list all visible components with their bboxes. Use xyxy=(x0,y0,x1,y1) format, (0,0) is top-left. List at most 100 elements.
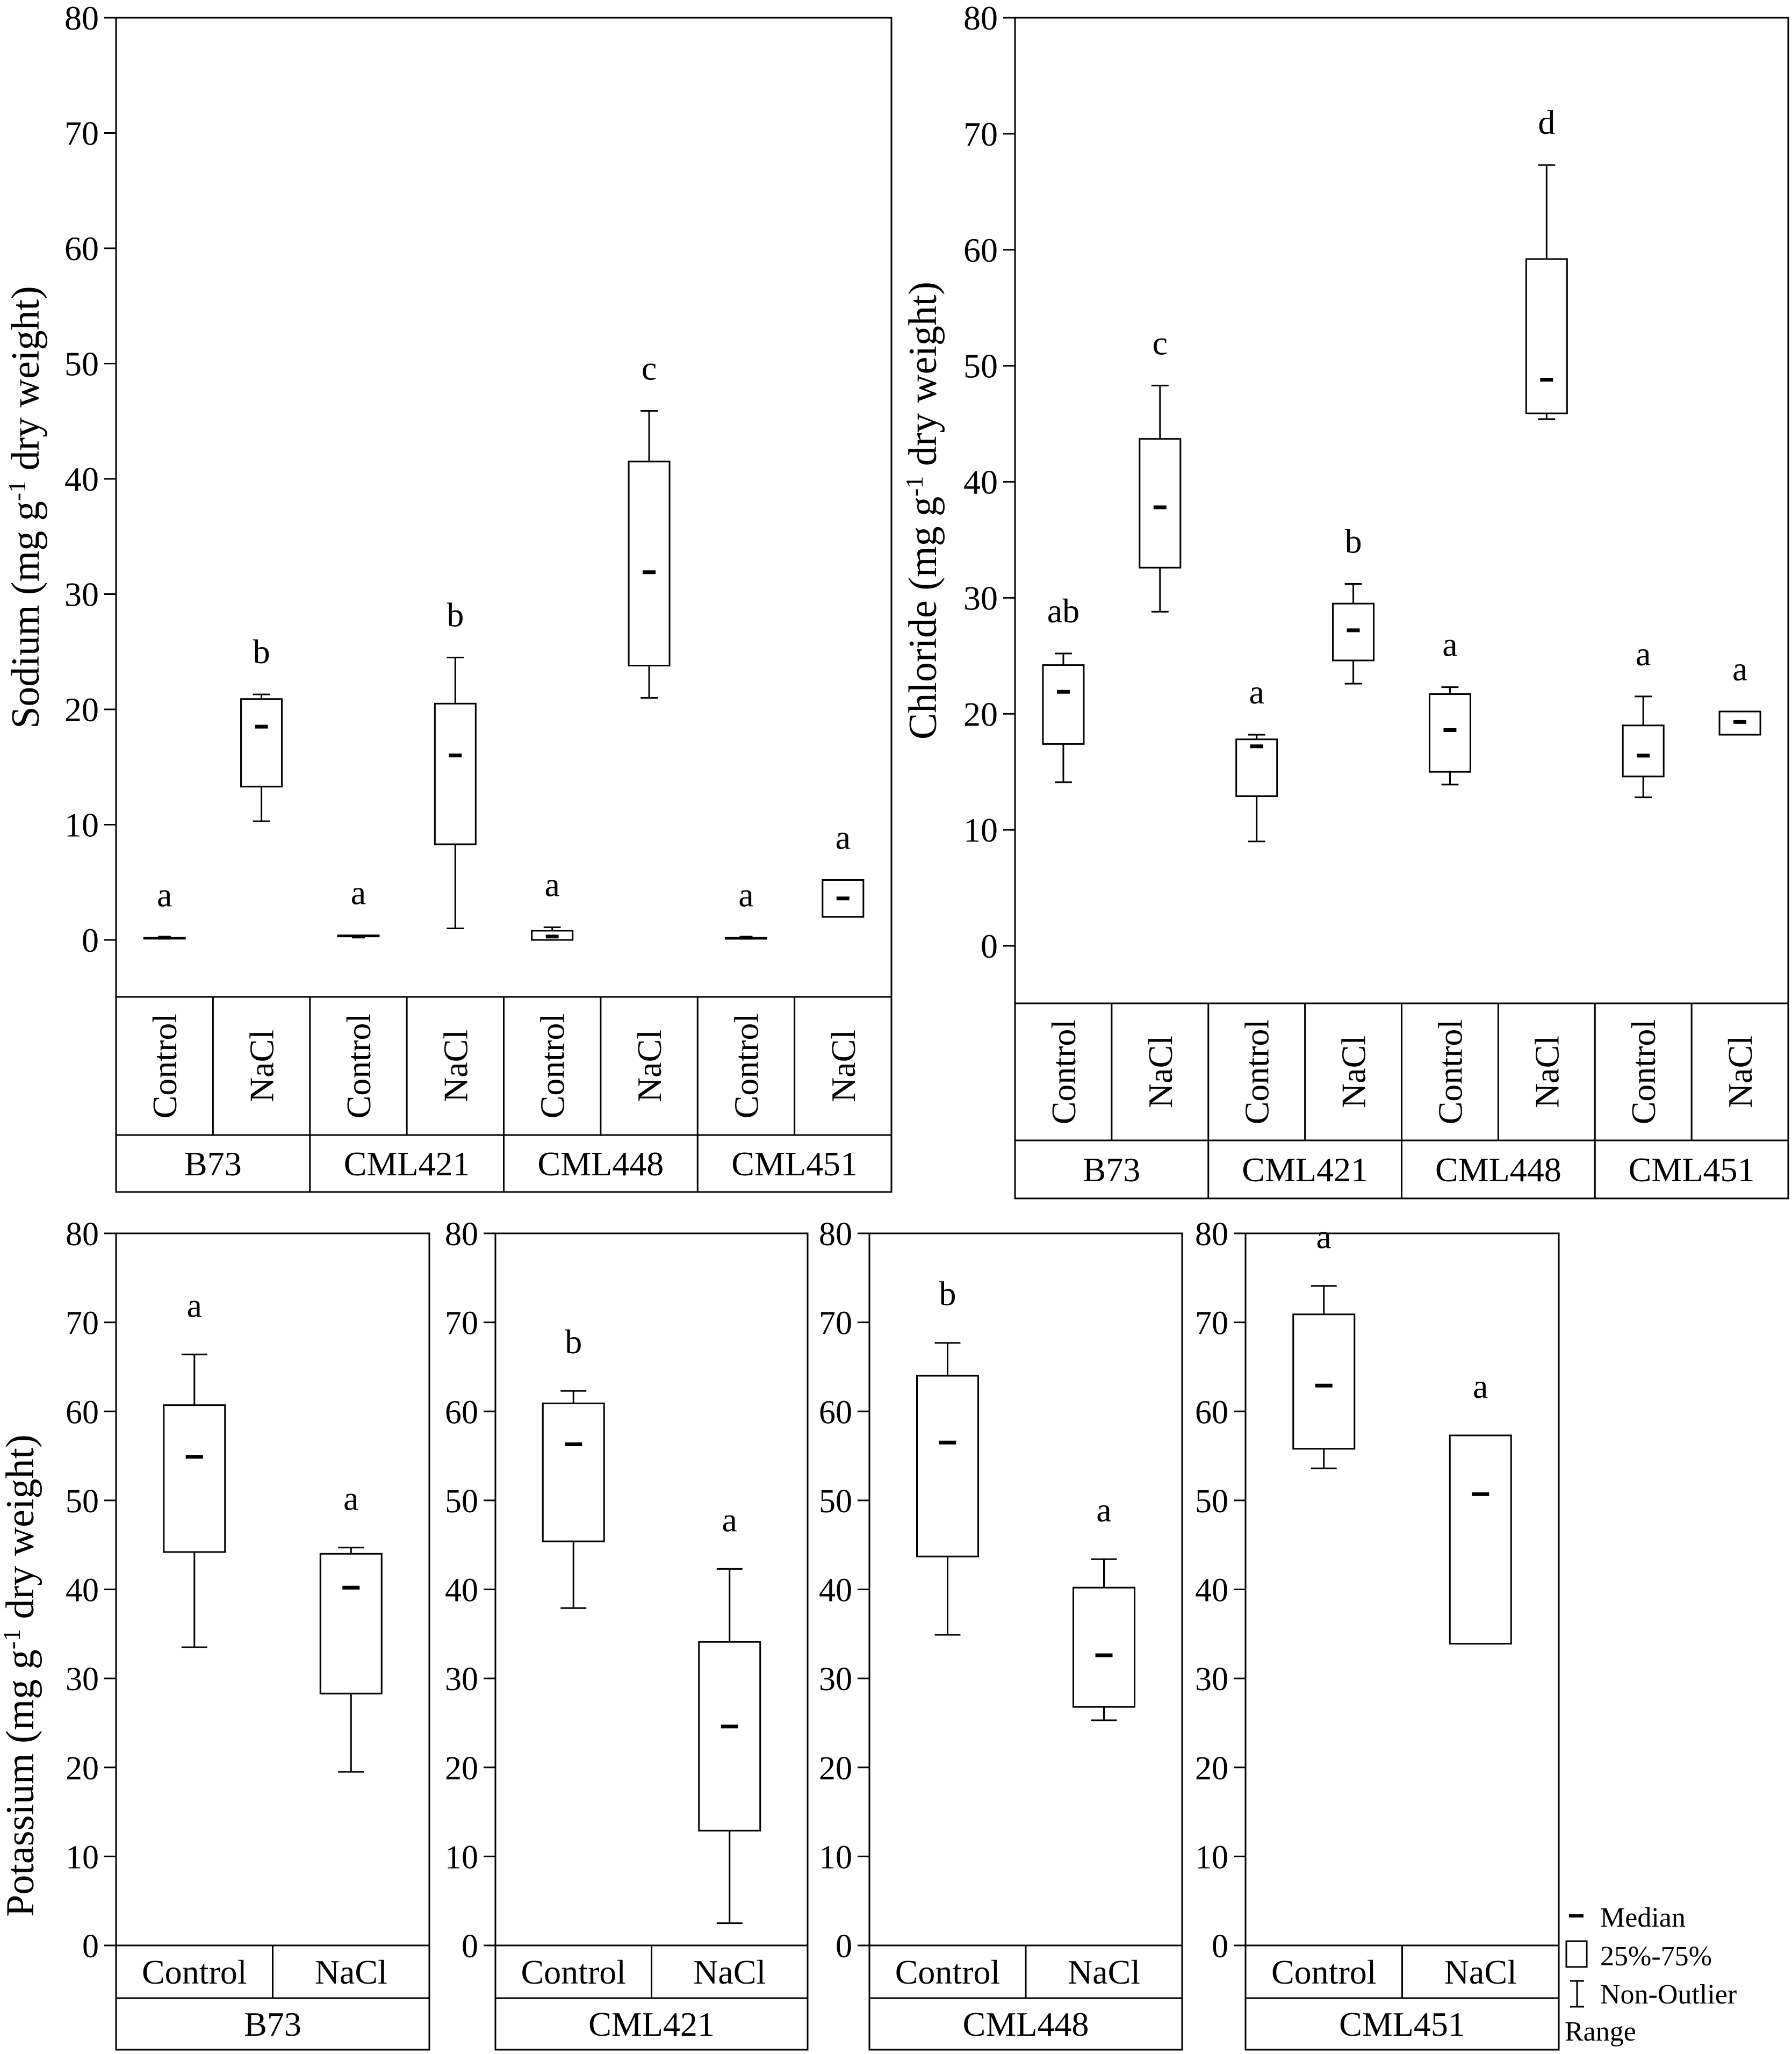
chloride-cml451-control-box xyxy=(1622,724,1665,778)
potassium-b73-ytick-label-10: 10 xyxy=(66,1839,99,1876)
potassium-cml451-ytick-label-70: 70 xyxy=(1195,1305,1228,1342)
sodium-b73-control-letter: a xyxy=(157,876,172,914)
potassium-cml421-frame xyxy=(494,1232,809,2051)
chloride-genotype-cml421: CML421 xyxy=(1242,1151,1368,1189)
potassium-panel: Potassium (mg g-1 dry weight) 0 10 20 30 40 50… xyxy=(0,1216,1560,2051)
sodium-genotype-b73: B73 xyxy=(184,1145,242,1183)
potassium-subpanel-cml448: 0 10 20 30 40 50 60 70 80 b Control a NaCl CML448 xyxy=(819,1216,1183,2051)
sodium-cml448-nacl-treatment-label: NaCl xyxy=(630,1030,668,1102)
potassium-b73-control-box xyxy=(163,1404,226,1553)
potassium-cml421-nacl-box xyxy=(698,1641,761,1832)
sodium-cml448-control-boxplot xyxy=(531,926,574,941)
potassium-b73-ytick-label-60: 60 xyxy=(66,1394,99,1431)
sodium-b73-nacl-box xyxy=(240,698,283,788)
potassium-subpanel-cml421: 0 10 20 30 40 50 60 70 80 b Control a NaCl CML421 xyxy=(445,1216,809,2051)
potassium-cml448-control-treatment-label: Control xyxy=(895,1953,1001,1991)
potassium-cml421-ytick-label-30: 30 xyxy=(445,1661,478,1698)
sodium-cml448-nacl-boxplot xyxy=(628,410,671,699)
chloride-b73-control-boxplot xyxy=(1042,652,1085,784)
chloride-b73-nacl-treatment-label: NaCl xyxy=(1141,1036,1179,1108)
chloride-cml421-control-box xyxy=(1235,738,1278,798)
potassium-genotype-b73: B73 xyxy=(244,2005,301,2043)
chloride-cml421-nacl-boxplot xyxy=(1332,583,1375,685)
sodium-cml421-nacl-treatment-label: NaCl xyxy=(436,1030,474,1102)
chloride-b73-control-box xyxy=(1042,664,1085,745)
chloride-ytick-label-30: 30 xyxy=(963,579,998,617)
potassium-b73-nacl-letter: a xyxy=(343,1480,358,1518)
potassium-cml451-nacl-treatment-label: NaCl xyxy=(1444,1953,1517,1991)
chloride-b73-control-letter: ab xyxy=(1047,592,1079,630)
potassium-b73-control-boxplot xyxy=(163,1353,226,1648)
potassium-b73-ytick-label-20: 20 xyxy=(66,1750,99,1787)
potassium-cml448-control-letter: b xyxy=(939,1275,956,1313)
legend-range-label: Range xyxy=(1565,2016,1636,2047)
potassium-cml421-ytick-label-70: 70 xyxy=(445,1305,478,1342)
potassium-cml421-ytick-label-40: 40 xyxy=(445,1572,478,1609)
potassium-cml448-ytick-label-70: 70 xyxy=(819,1305,852,1342)
sodium-cml451-nacl-boxplot xyxy=(822,879,865,918)
potassium-cml448-ytick-label-60: 60 xyxy=(819,1394,852,1431)
potassium-b73-nacl-boxplot xyxy=(319,1547,383,1773)
sodium-ytick-label-40: 40 xyxy=(64,460,99,498)
chloride-ytick-label-0: 0 xyxy=(981,927,998,965)
sodium-ytick-label-60: 60 xyxy=(64,229,99,268)
potassium-cml451-ytick-label-10: 10 xyxy=(1195,1839,1228,1876)
potassium-cml448-nacl-letter: a xyxy=(1096,1491,1111,1529)
sodium-b73-nacl-letter: b xyxy=(253,633,270,671)
legend-whisker-mark xyxy=(1570,1980,1584,2008)
chloride-b73-control-treatment-label: Control xyxy=(1045,1019,1083,1125)
potassium-cml448-nacl-treatment-label: NaCl xyxy=(1068,1953,1140,1991)
sodium-genotype-cml451: CML451 xyxy=(731,1145,858,1183)
sodium-cml448-nacl-letter: c xyxy=(642,349,657,387)
sodium-cml448-control-box xyxy=(531,930,574,941)
sodium-ytick-label-50: 50 xyxy=(64,345,99,383)
chloride-cml421-nacl-letter: b xyxy=(1345,522,1362,560)
potassium-subpanel-cml451: 0 10 20 30 40 50 60 70 80 a Control a NaCl CML451 xyxy=(1195,1216,1560,2051)
potassium-b73-ytick-label-30: 30 xyxy=(66,1661,99,1698)
sodium-cml451-nacl-letter: a xyxy=(836,818,851,856)
sodium-genotype-cml421: CML421 xyxy=(344,1145,470,1183)
chloride-b73-nacl-box xyxy=(1139,438,1182,569)
chloride-cml448-control-treatment-label: Control xyxy=(1431,1019,1469,1125)
potassium-cml451-nacl-box xyxy=(1449,1434,1512,1645)
sodium-b73-control-treatment-label: Control xyxy=(146,1014,184,1119)
potassium-b73-nacl-box xyxy=(319,1553,383,1694)
sodium-genotype-cml448: CML448 xyxy=(538,1145,664,1183)
sodium-cml421-control-treatment-label: Control xyxy=(340,1014,378,1119)
potassium-genotype-cml451: CML451 xyxy=(1339,2005,1465,2043)
potassium-cml451-control-boxplot xyxy=(1292,1285,1356,1469)
potassium-cml451-frame xyxy=(1244,1232,1560,2051)
sodium-ytick-label-20: 20 xyxy=(64,691,99,729)
potassium-genotype-cml448: CML448 xyxy=(963,2005,1089,2043)
sodium-cml421-nacl-boxplot xyxy=(434,656,477,930)
potassium-b73-control-letter: a xyxy=(187,1286,202,1324)
sodium-cml451-control-boxplot xyxy=(724,936,767,940)
chloride-cml451-nacl-treatment-label: NaCl xyxy=(1721,1036,1759,1108)
potassium-cml451-control-box xyxy=(1292,1313,1356,1450)
chloride-cml451-control-treatment-label: Control xyxy=(1624,1019,1663,1125)
chloride-cml448-control-box xyxy=(1428,693,1471,773)
chloride-cml451-control-letter: a xyxy=(1636,635,1651,673)
chloride-ytick-label-10: 10 xyxy=(963,811,998,849)
chloride-cml421-control-treatment-label: Control xyxy=(1238,1019,1276,1125)
chloride-ylabel: Chloride (mg g-1 dry weight) xyxy=(901,282,946,739)
legend-median-label: Median xyxy=(1600,1902,1686,1933)
potassium-cml451-ytick-label-60: 60 xyxy=(1195,1394,1228,1431)
chloride-cml421-nacl-box xyxy=(1332,602,1375,662)
chloride-ytick-label-40: 40 xyxy=(963,463,998,501)
sodium-ylabel: Sodium (mg g-1 dry weight) xyxy=(3,286,48,729)
potassium-cml451-ytick-label-80: 80 xyxy=(1195,1216,1228,1253)
potassium-ylabel: Potassium (mg g-1 dry weight) xyxy=(0,1434,42,1917)
chloride-cml451-nacl-letter: a xyxy=(1732,650,1747,688)
chloride-b73-nacl-boxplot xyxy=(1139,384,1182,613)
potassium-cml451-nacl-boxplot xyxy=(1449,1434,1512,1645)
potassium-cml451-control-treatment-label: Control xyxy=(1271,1953,1377,1991)
sodium-cml448-nacl-box xyxy=(628,461,671,666)
chloride-cml448-nacl-treatment-label: NaCl xyxy=(1528,1036,1566,1108)
chloride-genotype-cml448: CML448 xyxy=(1435,1151,1561,1189)
chloride-cml448-nacl-box xyxy=(1525,258,1568,414)
legend-whisker-label: Non-Outlier xyxy=(1600,1979,1737,2010)
potassium-cml421-ytick-label-80: 80 xyxy=(445,1216,478,1253)
sodium-cml448-control-treatment-label: Control xyxy=(534,1014,572,1119)
